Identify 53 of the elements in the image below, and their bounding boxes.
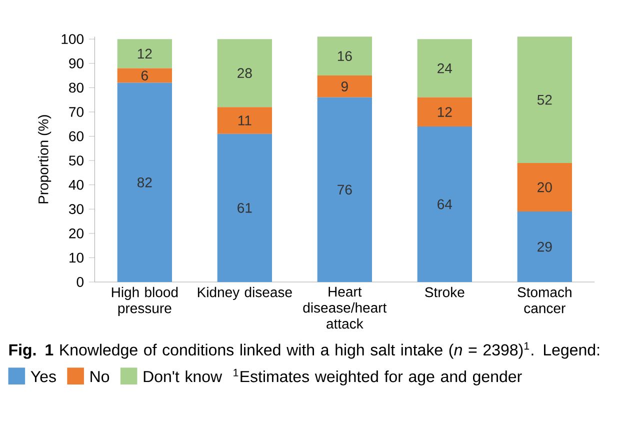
bar — [417, 126, 472, 282]
bar — [517, 162, 572, 212]
y-axis-title: Proportion (%) — [38, 115, 52, 204]
x-tick-label: High blood pressure — [112, 286, 178, 316]
text: Fig. 1 Knowledge of conditions linked with a high salt intake (n = 2398)$^{1}$. — [9, 342, 534, 359]
bar — [517, 212, 572, 282]
bar — [417, 97, 472, 127]
data-label: 61 — [238, 202, 252, 213]
y-tick-label: 0 — [76, 277, 84, 287]
y-tick-label: 30 — [68, 204, 84, 214]
y-tick-label: 70 — [69, 107, 84, 117]
bar — [217, 39, 272, 108]
bar — [517, 36, 572, 163]
legend-label: No — [90, 371, 110, 382]
bar — [417, 39, 472, 98]
y-tick-label: 50 — [69, 156, 84, 166]
data-label: 28 — [238, 68, 252, 78]
bar — [217, 134, 272, 282]
y-tick-label: 80 — [69, 82, 84, 93]
data-label: 52 — [537, 94, 552, 105]
data-label: 11 — [238, 116, 252, 126]
x-tick-label: Heart disease/heart attack — [303, 286, 387, 329]
text: $^{1}$Estimates weighted for age and gender — [234, 368, 522, 386]
legend-title: Legend: — [544, 344, 600, 359]
bar — [317, 97, 372, 282]
data-label: 76 — [338, 184, 352, 195]
y-tick-label: 100 — [62, 34, 84, 44]
data-label: 12 — [438, 107, 452, 117]
data-label: 16 — [338, 51, 352, 62]
bar — [317, 36, 372, 76]
data-label: 24 — [438, 63, 452, 74]
x-tick-label: Stroke — [425, 286, 464, 298]
legend-label: Don't know — [144, 370, 222, 382]
y-tick-label: 60 — [69, 131, 84, 142]
legend-label: Yes — [30, 371, 56, 382]
data-label: 20 — [538, 182, 552, 192]
data-label: 9 — [341, 82, 348, 92]
data-label: 82 — [137, 177, 152, 188]
data-label: 6 — [141, 70, 148, 80]
data-label: 12 — [138, 48, 152, 59]
y-tick-label: 40 — [68, 180, 84, 190]
y-tick-label: 10 — [70, 252, 84, 263]
data-label: 64 — [438, 199, 452, 210]
bar — [117, 39, 172, 68]
x-tick-label: Kidney disease — [198, 286, 292, 300]
x-tick-label: Stomach cancer — [518, 286, 572, 314]
y-tick-label: 20 — [69, 228, 84, 238]
y-tick-label: 90 — [69, 58, 84, 68]
bar — [117, 82, 172, 282]
bar — [317, 76, 372, 98]
data-label: 29 — [538, 242, 552, 252]
bar — [217, 107, 272, 134]
bar — [117, 68, 172, 83]
